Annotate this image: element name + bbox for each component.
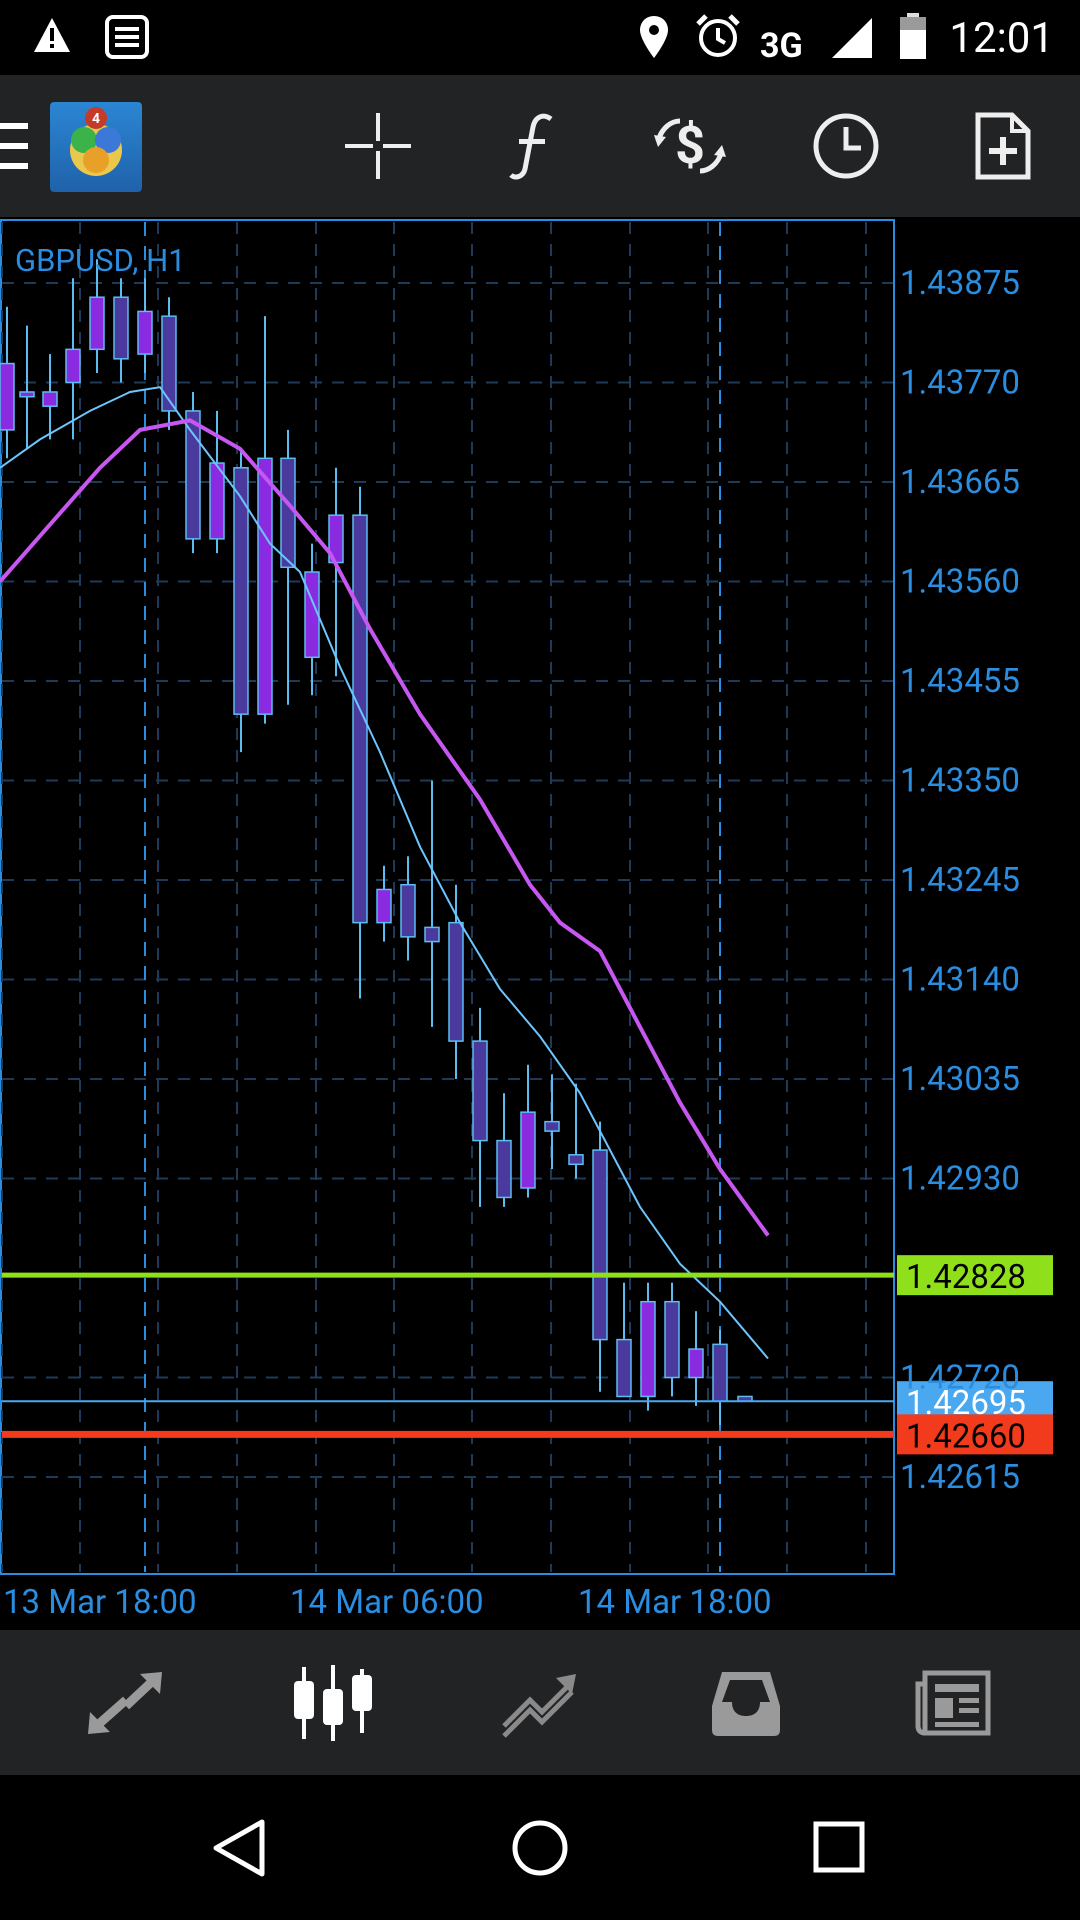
quotes-icon — [88, 1671, 162, 1734]
home-button[interactable] — [460, 1775, 620, 1920]
candle-body — [0, 362, 15, 431]
time-axis-label: 14 Mar 18:00 — [578, 1583, 772, 1622]
moving-average-slow — [0, 418, 770, 1237]
price-tick-label: 1.43245 — [900, 861, 1020, 900]
nav-trade[interactable] — [450, 1630, 630, 1775]
green-level-tag — [897, 1255, 1053, 1296]
candle-body — [688, 1348, 704, 1379]
price-chart[interactable]: 1.42695 1.42828 1.42660 1.43875 1.43770 1.43… — [0, 217, 1080, 1630]
nav-news[interactable] — [863, 1630, 1043, 1775]
location-icon — [640, 16, 668, 58]
candle-body — [209, 462, 225, 540]
red-level-tag — [897, 1414, 1053, 1455]
signal-icon — [832, 18, 872, 58]
candle-body — [640, 1300, 656, 1398]
metatrader-logo-graphic: 4 — [70, 107, 122, 176]
chart-icon — [294, 1664, 372, 1741]
new-order-icon — [975, 112, 1031, 180]
notes-icon — [105, 15, 149, 59]
red-level-price: 1.42660 — [906, 1417, 1026, 1456]
price-tick-label: 1.43350 — [900, 762, 1020, 801]
system-navigation — [0, 1775, 1080, 1920]
candle-body — [472, 1040, 488, 1142]
crosshair-icon — [345, 113, 411, 179]
price-tick-label: 1.42720 — [900, 1359, 1020, 1398]
candle-body — [89, 296, 105, 351]
price-tick-label: 1.43875 — [900, 264, 1020, 303]
status-bar: 3G 12:01 — [0, 0, 1080, 75]
trade-button[interactable]: $ — [630, 75, 750, 217]
candle-body — [616, 1338, 632, 1398]
candle-body — [592, 1149, 608, 1341]
recents-button[interactable] — [760, 1775, 920, 1920]
back-icon — [213, 1819, 265, 1876]
timeframe-button[interactable] — [786, 75, 906, 217]
warning-icon — [34, 18, 70, 52]
svg-text:4: 4 — [92, 111, 100, 127]
candle-body — [424, 926, 440, 943]
bottom-navigation — [0, 1630, 1080, 1775]
menu-icon[interactable] — [0, 115, 30, 177]
candle-body — [568, 1154, 584, 1166]
price-tick-label: 1.43035 — [900, 1060, 1020, 1099]
candle-body — [496, 1139, 512, 1199]
home-icon — [512, 1820, 568, 1875]
candle-body — [65, 348, 81, 384]
symbol-label: GBPUSD, H1 — [15, 242, 186, 279]
indicators-button[interactable] — [473, 75, 593, 217]
candle-body — [376, 888, 392, 924]
network-type: 3G — [760, 26, 803, 66]
nav-quotes[interactable] — [36, 1630, 216, 1775]
candle-body — [664, 1300, 680, 1379]
green-level-price: 1.42828 — [906, 1258, 1026, 1297]
svg-text:$: $ — [675, 115, 705, 176]
price-tick-label: 1.43455 — [900, 662, 1020, 701]
candle-body — [304, 571, 320, 659]
battery-icon — [900, 13, 926, 59]
chart-toolbar: $ — [0, 75, 1080, 217]
price-tick-label: 1.43560 — [900, 563, 1020, 602]
trade-icon: $ — [654, 115, 726, 176]
back-button[interactable] — [160, 1775, 320, 1920]
indicators-icon — [509, 113, 553, 180]
trade-icon — [502, 1673, 576, 1738]
price-tick-label: 1.43770 — [900, 364, 1020, 403]
metatrader-logo[interactable]: 4 — [50, 102, 142, 192]
recents-icon — [813, 1821, 865, 1872]
time-axis-label: 13 Mar 18:00 — [3, 1583, 197, 1622]
candle-body — [257, 457, 273, 715]
timeframe-icon — [813, 113, 879, 179]
news-icon — [915, 1670, 991, 1735]
candle-body — [400, 883, 416, 938]
candle-body — [137, 310, 153, 355]
candle-body — [19, 391, 35, 398]
candle-body — [233, 467, 249, 715]
clock: 12:01 — [949, 14, 1054, 63]
crosshair-button[interactable] — [318, 75, 438, 217]
price-tick-label: 1.42615 — [900, 1458, 1020, 1497]
price-tick-label: 1.43140 — [900, 961, 1020, 1000]
nav-history[interactable] — [656, 1630, 836, 1775]
candle-body — [448, 921, 464, 1042]
candle-body — [520, 1111, 536, 1189]
price-tick-label: 1.42930 — [900, 1160, 1020, 1199]
candle-body — [544, 1120, 560, 1132]
candle-body — [161, 315, 177, 412]
candle-body — [185, 410, 201, 540]
moving-average-fast — [0, 386, 769, 1360]
new-order-button[interactable] — [942, 75, 1062, 217]
alarm-icon — [696, 14, 740, 57]
candle-body — [280, 457, 296, 569]
time-axis-label: 14 Mar 06:00 — [290, 1583, 484, 1622]
candle-body — [712, 1343, 728, 1402]
candle-body — [113, 296, 129, 360]
nav-chart[interactable] — [243, 1630, 423, 1775]
chart-frame — [0, 219, 895, 1575]
price-tick-label: 1.43665 — [900, 463, 1020, 502]
history-icon — [712, 1671, 780, 1736]
candle-body — [42, 391, 58, 407]
